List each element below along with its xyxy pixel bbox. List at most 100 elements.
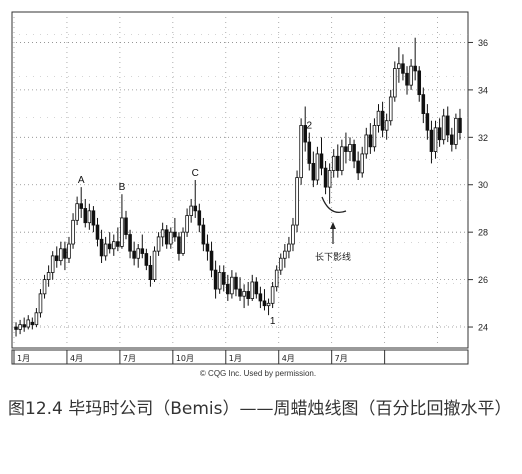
candle-body-7 bbox=[42, 279, 47, 295]
candle-body-15 bbox=[75, 203, 79, 221]
candles bbox=[14, 37, 462, 337]
candle-body-57 bbox=[246, 291, 250, 299]
candle-body-69 bbox=[295, 177, 299, 226]
candle-body-55 bbox=[238, 288, 242, 297]
candle-body-101 bbox=[425, 113, 430, 131]
candle-body-9 bbox=[50, 255, 55, 273]
candle-body-83 bbox=[352, 144, 356, 162]
candle-body-98 bbox=[413, 65, 417, 72]
candle-body-52 bbox=[226, 283, 230, 295]
candle-body-24 bbox=[111, 241, 116, 250]
candle-body-80 bbox=[340, 146, 344, 171]
candle-body-92 bbox=[388, 96, 393, 122]
candle-body-31 bbox=[140, 248, 145, 254]
candle-body-60 bbox=[258, 293, 263, 302]
candle-body-2 bbox=[22, 324, 26, 328]
candle-body-104 bbox=[437, 127, 442, 141]
candle-body-97 bbox=[409, 65, 413, 86]
candle-body-65 bbox=[278, 257, 283, 271]
candle-body-90 bbox=[380, 110, 385, 131]
candle-body-29 bbox=[132, 250, 136, 259]
callout-label: 长下影线 bbox=[315, 251, 351, 263]
candle-body-96 bbox=[405, 72, 409, 86]
candle-body-87 bbox=[368, 134, 373, 148]
candle-body-94 bbox=[397, 63, 401, 69]
candle-body-22 bbox=[103, 243, 108, 257]
x-axis: 1月 4月 7月 10月 1月 4月 7月 bbox=[11, 349, 469, 365]
candle-body-61 bbox=[262, 300, 267, 307]
candle-body-13 bbox=[67, 243, 71, 259]
candle-body-37 bbox=[164, 229, 169, 245]
candle-body-38 bbox=[169, 231, 173, 245]
annotation-label-4: 2 bbox=[306, 121, 312, 132]
candle-body-81 bbox=[344, 146, 348, 152]
y-tick-label-3: 30 bbox=[478, 180, 488, 190]
candle-body-18 bbox=[87, 210, 92, 224]
candle-body-78 bbox=[331, 155, 336, 171]
figure-caption: 图12.4 毕玛时公司（Bemis）——周蜡烛线图（百分比回撤水平） bbox=[8, 399, 512, 419]
candle-body-47 bbox=[205, 243, 210, 252]
candle-body-33 bbox=[148, 264, 153, 281]
x-tick-label-0: 1月 bbox=[17, 354, 30, 363]
candle-body-103 bbox=[433, 127, 438, 152]
candle-body-106 bbox=[445, 115, 450, 136]
candle-body-50 bbox=[217, 272, 222, 290]
candle-body-76 bbox=[323, 167, 328, 188]
candle-body-108 bbox=[454, 117, 458, 145]
x-tick-label-2: 7月 bbox=[123, 354, 136, 363]
candle-body-1 bbox=[18, 324, 22, 330]
candle-body-30 bbox=[136, 248, 141, 259]
candle-body-58 bbox=[250, 281, 255, 299]
candle-body-72 bbox=[307, 141, 312, 164]
candle-body-53 bbox=[230, 276, 234, 295]
x-tick-label-3: 10月 bbox=[176, 354, 194, 363]
x-tick-label-6: 7月 bbox=[335, 354, 348, 363]
candle-body-40 bbox=[177, 236, 181, 254]
credit-line: © CQG Inc. Used by permission. bbox=[200, 369, 316, 378]
y-tick-label-5: 34 bbox=[478, 85, 488, 95]
x-tick-label-4: 1月 bbox=[229, 354, 242, 363]
candle-body-75 bbox=[319, 153, 324, 169]
x-tick-label-1: 4月 bbox=[70, 354, 83, 363]
candle-body-6 bbox=[38, 293, 43, 314]
candle-body-21 bbox=[99, 238, 104, 257]
candle-body-107 bbox=[450, 134, 454, 145]
candle-body-44 bbox=[193, 205, 198, 212]
y-axis: 24 26 28 30 32 34 36 bbox=[468, 38, 488, 333]
candle-body-4 bbox=[30, 321, 35, 326]
candle-body-56 bbox=[242, 291, 246, 297]
candle-body-70 bbox=[299, 125, 303, 179]
candle-body-43 bbox=[189, 205, 193, 216]
candle-body-49 bbox=[213, 269, 218, 290]
annotation-label-2: C bbox=[192, 168, 199, 179]
candle-body-59 bbox=[254, 281, 259, 295]
candle-body-12 bbox=[63, 248, 67, 259]
long-lower-shadow-arc bbox=[321, 196, 347, 214]
candle-body-82 bbox=[348, 144, 352, 152]
x-tick-label-5: 4月 bbox=[282, 354, 295, 363]
candle-body-23 bbox=[107, 243, 112, 250]
candle-body-36 bbox=[160, 229, 165, 238]
candle-body-20 bbox=[95, 224, 100, 240]
candle-body-93 bbox=[393, 68, 397, 98]
candle-body-99 bbox=[417, 70, 422, 96]
candle-body-100 bbox=[421, 94, 426, 114]
candle-body-41 bbox=[181, 231, 185, 254]
candle-body-86 bbox=[364, 134, 369, 155]
callout-arrow-head bbox=[330, 222, 336, 229]
candle-body-16 bbox=[79, 203, 83, 209]
y-tick-label-2: 28 bbox=[478, 228, 488, 238]
candle-body-0 bbox=[14, 326, 18, 330]
candle-body-48 bbox=[209, 250, 214, 271]
y-tick-label-4: 32 bbox=[478, 133, 488, 143]
candle-body-14 bbox=[71, 219, 75, 245]
candle-body-109 bbox=[458, 117, 462, 133]
candle-body-79 bbox=[335, 155, 340, 171]
candle-body-3 bbox=[26, 319, 31, 328]
annotations: 长下影线 A B C 1 2 bbox=[78, 121, 351, 327]
candle-body-89 bbox=[376, 110, 381, 126]
candle-body-74 bbox=[315, 153, 320, 181]
candle-body-45 bbox=[197, 210, 202, 226]
candle-body-28 bbox=[128, 234, 132, 252]
candle-body-10 bbox=[54, 255, 59, 262]
